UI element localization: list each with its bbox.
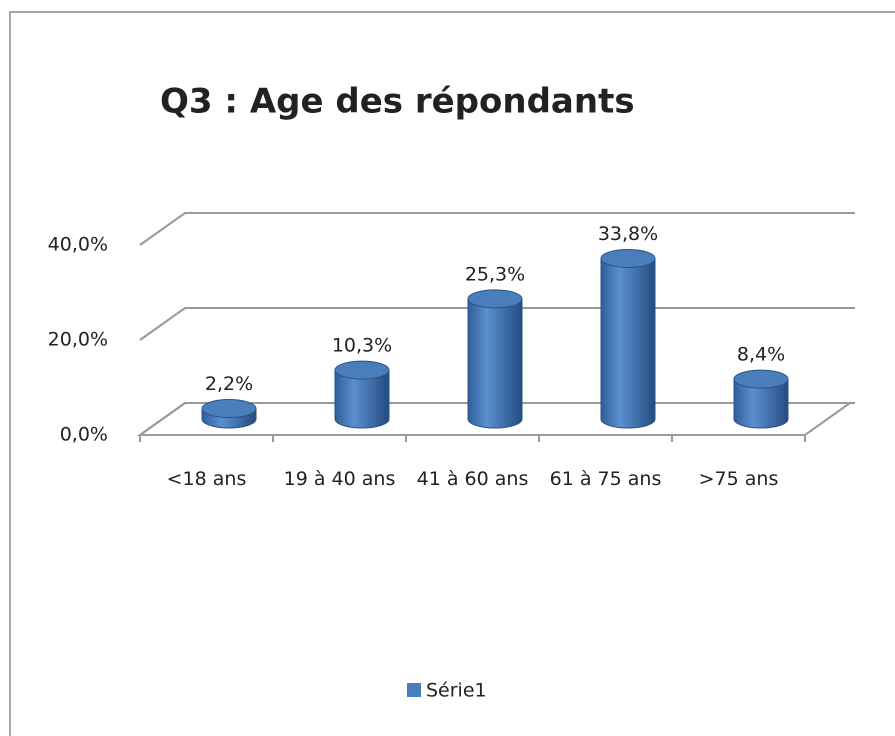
chart-title: Q3 : Age des répondants [160,82,635,122]
x-tick-label: 19 à 40 ans [283,468,396,490]
legend-label: Série1 [426,680,487,702]
y-tick-label: 0,0% [60,424,108,446]
y-tick-label: 20,0% [48,329,108,351]
y-tick-label: 40,0% [48,234,108,256]
bar-top [733,369,789,389]
data-label: 10,3% [332,335,392,357]
bar-top [600,248,656,268]
x-tick-label: 41 à 60 ans [416,468,529,490]
legend-swatch [407,683,421,697]
bar-top [201,399,257,419]
bar [600,257,656,429]
bar-top [334,360,390,380]
grid-line [139,212,855,246]
bar-top [467,289,523,309]
x-tick-label: >75 ans [698,468,779,490]
chart-frame [9,11,895,736]
bar [334,369,390,429]
data-label: 33,8% [598,223,658,245]
bar [467,298,523,429]
bar [733,378,789,429]
data-label: 8,4% [737,344,785,366]
x-tick-label: 61 à 75 ans [549,468,662,490]
x-tick-label: <18 ans [166,468,247,490]
data-label: 2,2% [205,373,253,395]
data-label: 25,3% [465,263,525,285]
